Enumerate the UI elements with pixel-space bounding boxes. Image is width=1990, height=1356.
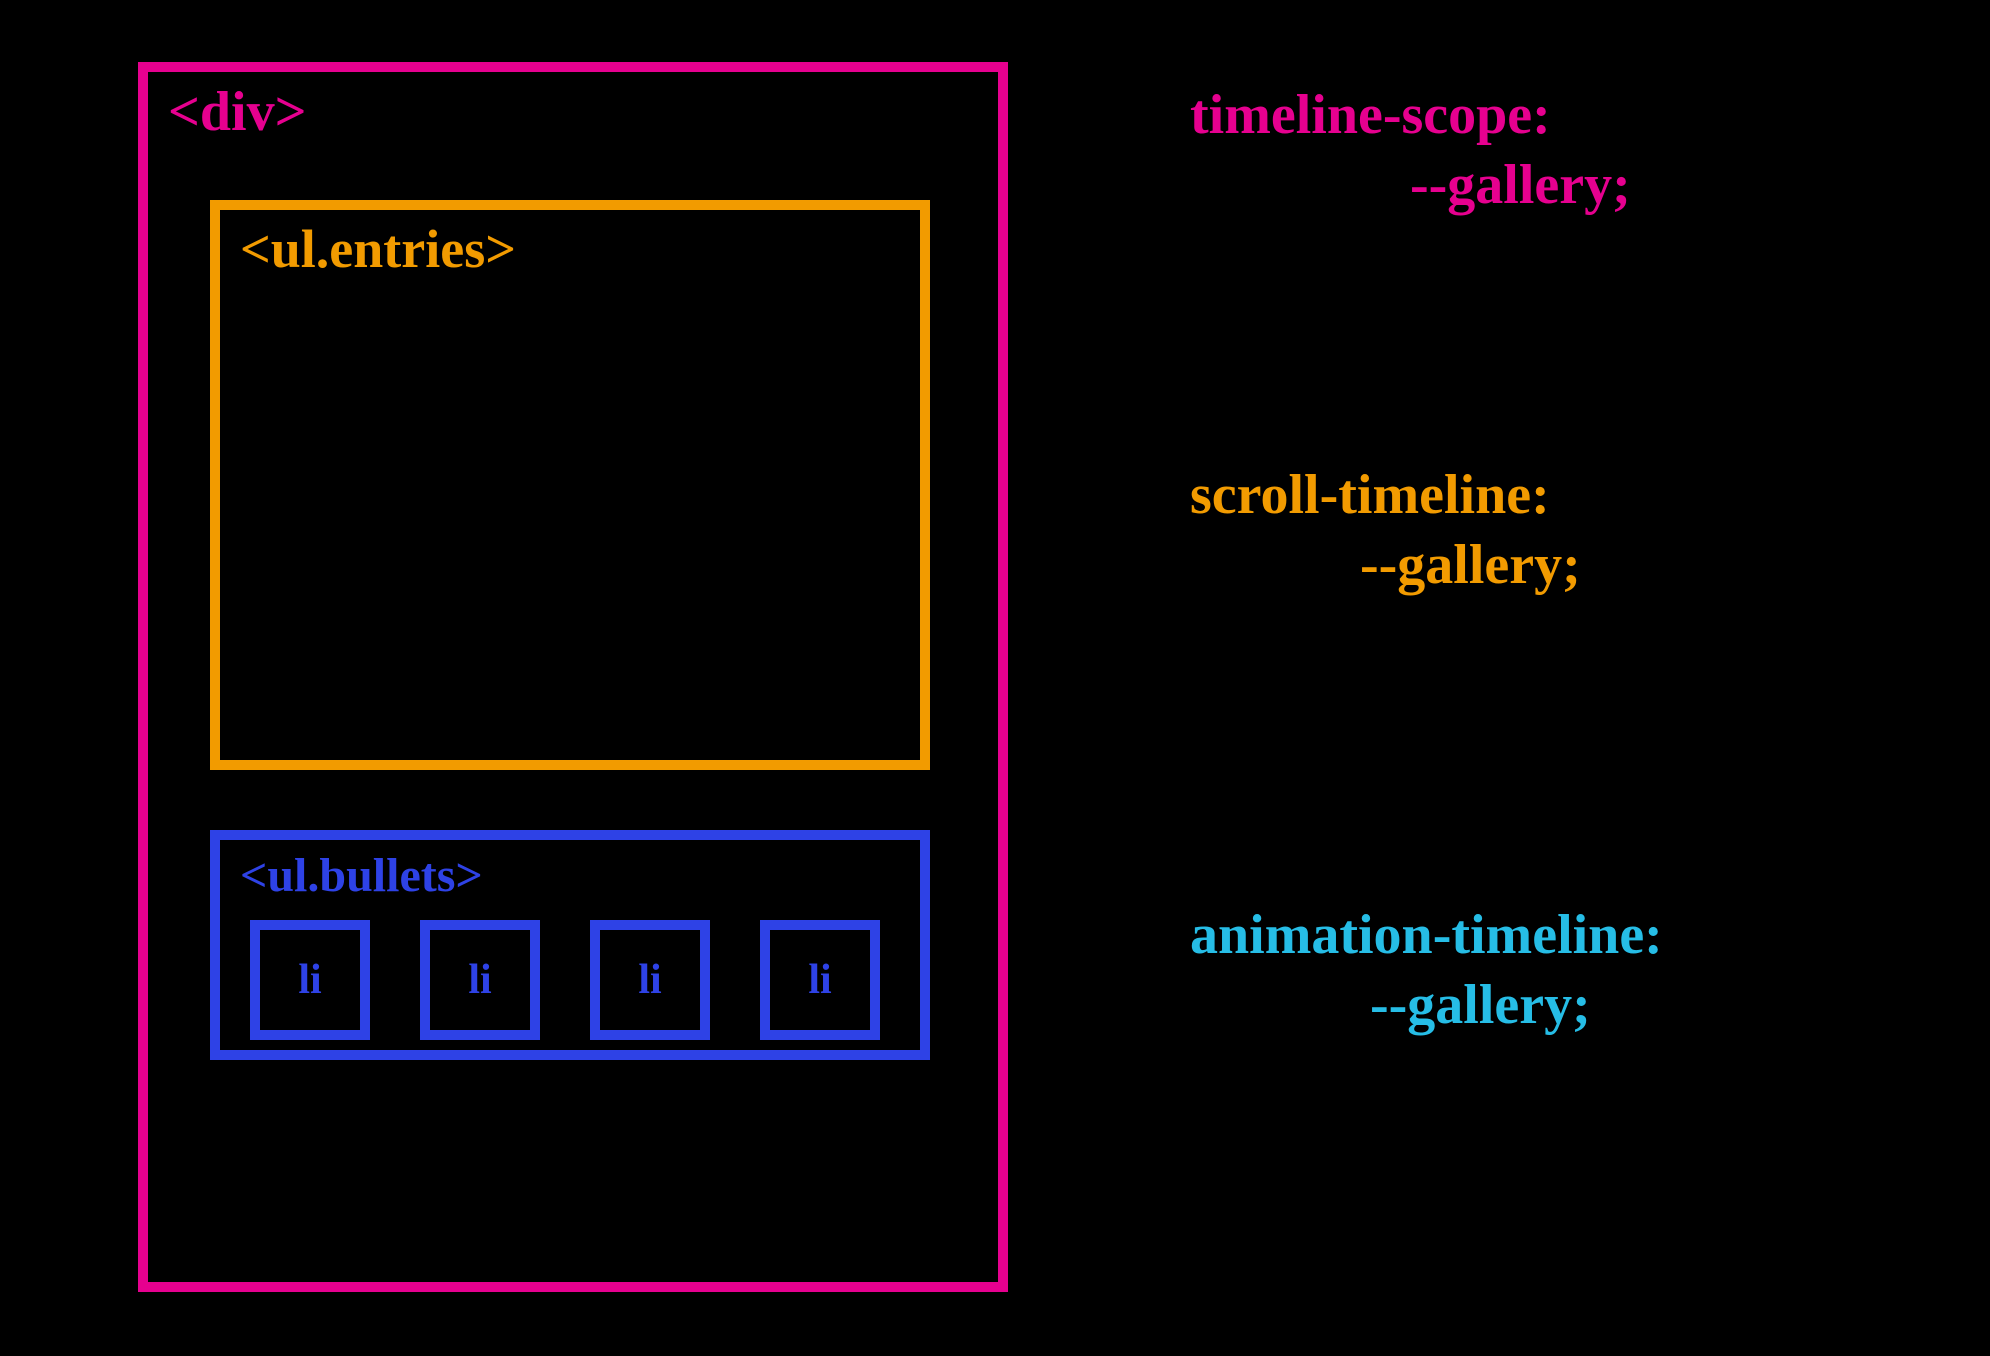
- diagram-canvas: <div> <ul.entries> <ul.bullets> li li li li…: [0, 0, 1990, 1356]
- li-box: li: [420, 920, 540, 1040]
- bullets-ul-label: <ul.bullets>: [240, 848, 483, 903]
- li-label: li: [808, 956, 831, 1004]
- annotation-scroll-timeline: scroll-timeline:--gallery;: [1190, 460, 1581, 600]
- annotation-animation-timeline: animation-timeline:--gallery;: [1190, 900, 1663, 1040]
- annotation-line: timeline-scope:: [1190, 80, 1631, 150]
- li-label: li: [638, 956, 661, 1004]
- entries-ul-label: <ul.entries>: [240, 218, 516, 280]
- li-label: li: [468, 956, 491, 1004]
- entries-ul-box: <ul.entries>: [210, 200, 930, 770]
- outer-div-label: <div>: [168, 80, 307, 144]
- li-label: li: [298, 956, 321, 1004]
- annotation-line: --gallery;: [1190, 150, 1631, 220]
- annotation-line: animation-timeline:: [1190, 900, 1663, 970]
- li-box: li: [250, 920, 370, 1040]
- annotation-line: --gallery;: [1190, 970, 1663, 1040]
- annotation-timeline-scope: timeline-scope:--gallery;: [1190, 80, 1631, 220]
- annotation-line: --gallery;: [1190, 530, 1581, 600]
- li-box: li: [590, 920, 710, 1040]
- annotation-line: scroll-timeline:: [1190, 460, 1581, 530]
- li-box: li: [760, 920, 880, 1040]
